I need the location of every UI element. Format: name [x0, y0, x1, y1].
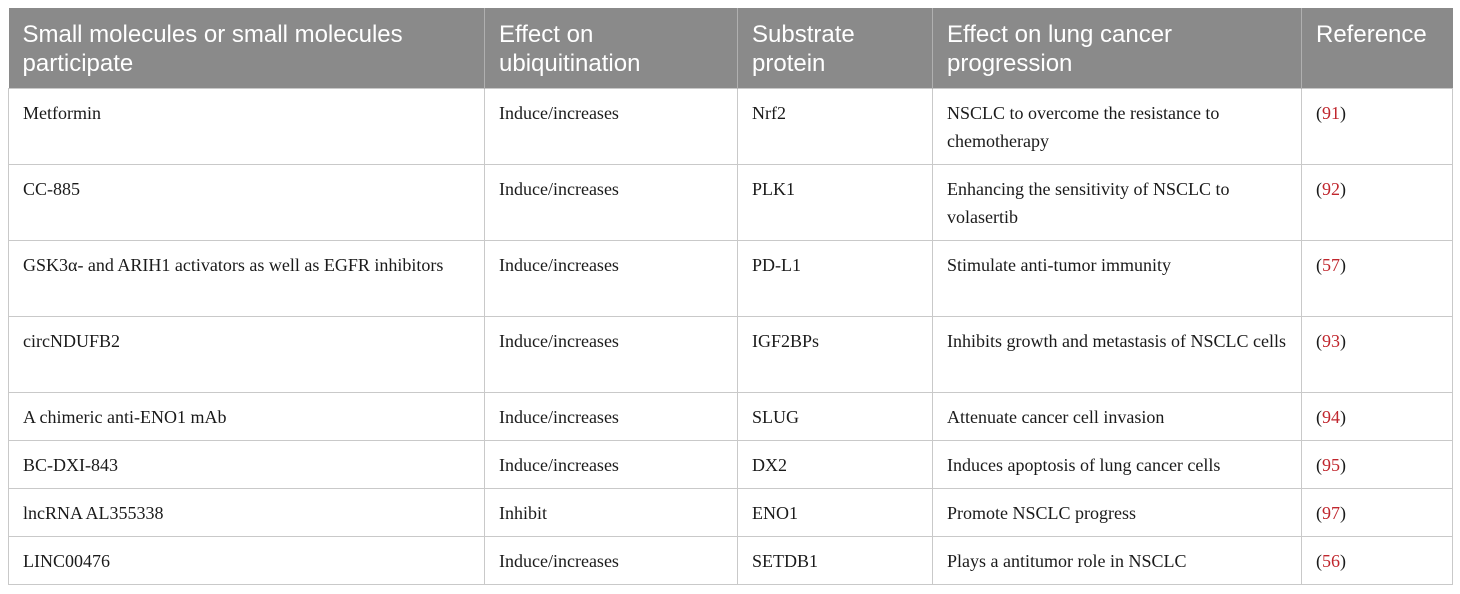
- cell-effect: Inhibit: [484, 487, 738, 537]
- cell-reference: (91): [1301, 87, 1453, 165]
- ref-paren-open: (: [1316, 502, 1322, 523]
- cell-molecule: GSK3α- and ARIH1 activators as well as E…: [8, 239, 485, 317]
- cell-molecule: LINC00476: [8, 535, 485, 585]
- header-row: Small molecules or small molecules parti…: [8, 8, 1453, 88]
- cell-progression: Plays a antitumor role in NSCLC: [932, 535, 1302, 585]
- ref-paren-open: (: [1316, 102, 1322, 123]
- ref-paren-close: ): [1340, 454, 1346, 475]
- cell-reference: (97): [1301, 487, 1453, 537]
- table-row: A chimeric anti-ENO1 mAb Induce/increase…: [8, 391, 1453, 441]
- cell-substrate: DX2: [737, 439, 933, 489]
- cell-progression: Stimulate anti-tumor immunity: [932, 239, 1302, 317]
- table-row: GSK3α- and ARIH1 activators as well as E…: [8, 239, 1453, 317]
- cell-progression: Induces apoptosis of lung cancer cells: [932, 439, 1302, 489]
- ref-paren-close: ): [1340, 102, 1346, 123]
- cell-effect: Induce/increases: [484, 163, 738, 241]
- cell-reference: (92): [1301, 163, 1453, 241]
- cell-effect: Induce/increases: [484, 87, 738, 165]
- header-effect: Effect on ubiquitination: [484, 8, 738, 88]
- cell-reference: (93): [1301, 315, 1453, 393]
- ubiquitination-table: Small molecules or small molecules parti…: [8, 8, 1453, 585]
- cell-molecule: circNDUFB2: [8, 315, 485, 393]
- cell-substrate: SETDB1: [737, 535, 933, 585]
- cell-effect: Induce/increases: [484, 239, 738, 317]
- cell-reference: (95): [1301, 439, 1453, 489]
- reference-link[interactable]: 97: [1322, 502, 1340, 523]
- reference-link[interactable]: 95: [1322, 454, 1340, 475]
- table-row: Metformin Induce/increases Nrf2 NSCLC to…: [8, 87, 1453, 165]
- cell-progression: Promote NSCLC progress: [932, 487, 1302, 537]
- cell-molecule: lncRNA AL355338: [8, 487, 485, 537]
- cell-substrate: ENO1: [737, 487, 933, 537]
- cell-molecule: CC-885: [8, 163, 485, 241]
- cell-reference: (94): [1301, 391, 1453, 441]
- cell-substrate: Nrf2: [737, 87, 933, 165]
- ref-paren-open: (: [1316, 406, 1322, 427]
- table-row: circNDUFB2 Induce/increases IGF2BPs Inhi…: [8, 315, 1453, 393]
- cell-substrate: PD-L1: [737, 239, 933, 317]
- ref-paren-close: ): [1340, 406, 1346, 427]
- header-molecule: Small molecules or small molecules parti…: [8, 8, 485, 88]
- cell-reference: (57): [1301, 239, 1453, 317]
- header-substrate: Substrate protein: [737, 8, 933, 88]
- cell-molecule: Metformin: [8, 87, 485, 165]
- reference-link[interactable]: 56: [1322, 550, 1340, 571]
- reference-link[interactable]: 57: [1322, 254, 1340, 275]
- cell-effect: Induce/increases: [484, 315, 738, 393]
- cell-substrate: IGF2BPs: [737, 315, 933, 393]
- cell-substrate: PLK1: [737, 163, 933, 241]
- ref-paren-open: (: [1316, 254, 1322, 275]
- cell-molecule: BC-DXI-843: [8, 439, 485, 489]
- cell-progression: Inhibits growth and metastasis of NSCLC …: [932, 315, 1302, 393]
- header-reference: Reference: [1301, 8, 1453, 88]
- header-progression: Effect on lung cancer progression: [932, 8, 1302, 88]
- table-row: LINC00476 Induce/increases SETDB1 Plays …: [8, 535, 1453, 585]
- ref-paren-open: (: [1316, 178, 1322, 199]
- ref-paren-close: ): [1340, 502, 1346, 523]
- cell-effect: Induce/increases: [484, 535, 738, 585]
- ref-paren-open: (: [1316, 454, 1322, 475]
- cell-effect: Induce/increases: [484, 391, 738, 441]
- table-header: Small molecules or small molecules parti…: [8, 8, 1453, 88]
- reference-link[interactable]: 94: [1322, 406, 1340, 427]
- cell-molecule: A chimeric anti-ENO1 mAb: [8, 391, 485, 441]
- cell-substrate: SLUG: [737, 391, 933, 441]
- cell-progression: Attenuate cancer cell invasion: [932, 391, 1302, 441]
- table-row: CC-885 Induce/increases PLK1 Enhancing t…: [8, 163, 1453, 241]
- ref-paren-close: ): [1340, 550, 1346, 571]
- cell-reference: (56): [1301, 535, 1453, 585]
- ref-paren-open: (: [1316, 330, 1322, 351]
- reference-link[interactable]: 91: [1322, 102, 1340, 123]
- ref-paren-close: ): [1340, 254, 1346, 275]
- cell-progression: Enhancing the sensitivity of NSCLC to vo…: [932, 163, 1302, 241]
- ref-paren-close: ): [1340, 330, 1346, 351]
- ref-paren-open: (: [1316, 550, 1322, 571]
- cell-progression: NSCLC to overcome the resistance to chem…: [932, 87, 1302, 165]
- cell-effect: Induce/increases: [484, 439, 738, 489]
- table-row: BC-DXI-843 Induce/increases DX2 Induces …: [8, 439, 1453, 489]
- table-body: Metformin Induce/increases Nrf2 NSCLC to…: [8, 87, 1453, 585]
- table-row: lncRNA AL355338 Inhibit ENO1 Promote NSC…: [8, 487, 1453, 537]
- reference-link[interactable]: 92: [1322, 178, 1340, 199]
- reference-link[interactable]: 93: [1322, 330, 1340, 351]
- ref-paren-close: ): [1340, 178, 1346, 199]
